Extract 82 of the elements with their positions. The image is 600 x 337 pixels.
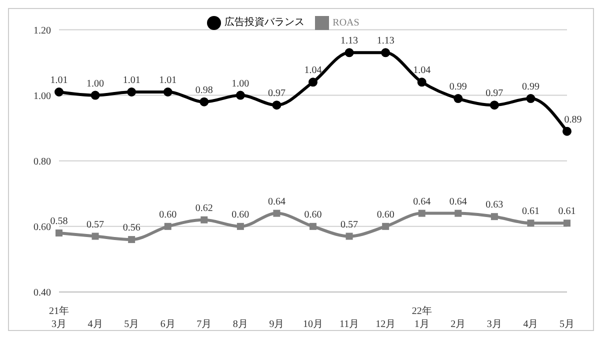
y-tick-label: 1.00 (34, 90, 51, 102)
data-label: 0.99 (449, 82, 467, 93)
x-tick-label: 4月 (523, 319, 538, 330)
point (382, 222, 390, 230)
data-label: 0.89 (564, 114, 582, 126)
point (236, 90, 245, 100)
data-label: 0.97 (486, 88, 504, 100)
data-label: 1.01 (50, 75, 68, 86)
data-label: 0.63 (486, 200, 504, 211)
point (200, 97, 209, 106)
data-label: 0.58 (50, 216, 68, 227)
data-label: 0.61 (558, 206, 576, 218)
x-tick-label: 3月 (486, 319, 502, 330)
data-label: 0.60 (232, 209, 250, 220)
point (164, 222, 172, 230)
point (527, 220, 534, 227)
point (526, 94, 536, 104)
point (236, 222, 244, 230)
point (454, 94, 463, 104)
data-label: 1.00 (232, 78, 250, 90)
point (310, 222, 316, 230)
data-label: 0.57 (340, 219, 358, 230)
x-tick-label: 5月 (124, 319, 140, 330)
data-label: 1.13 (376, 36, 394, 47)
point (128, 236, 136, 244)
point (490, 213, 498, 220)
data-label: 1.01 (122, 75, 140, 86)
point (564, 220, 570, 227)
data-label: 0.99 (522, 82, 540, 93)
data-label: 0.60 (159, 209, 177, 220)
data-label: 0.56 (122, 222, 140, 234)
point (562, 126, 572, 136)
legend-label: ROAS (332, 17, 360, 28)
point (346, 232, 353, 240)
data-label: 0.61 (522, 206, 540, 218)
y-tick-label: 1.20 (34, 25, 51, 36)
point (417, 78, 426, 87)
x-tick-label: 8月 (232, 319, 248, 330)
x-tick-label: 5月 (560, 319, 574, 330)
x-tick-label: 9月 (269, 319, 284, 330)
point (272, 100, 282, 110)
data-label: 1.01 (159, 75, 177, 86)
y-tick-label: 0.60 (34, 222, 51, 233)
point (163, 88, 172, 96)
x-tick-label: 4月 (88, 319, 103, 330)
x-tick-label: 7月 (196, 319, 212, 330)
x-tick-label: 2月 (450, 319, 466, 330)
data-label: 0.98 (195, 84, 213, 96)
point (418, 210, 426, 217)
x-tick-label: 10月 (303, 319, 323, 330)
point (90, 90, 100, 100)
data-label: 1.04 (413, 65, 431, 76)
data-label: 0.60 (376, 209, 394, 220)
legend-label: 広告投資バランス (224, 17, 305, 28)
point (381, 48, 390, 58)
data-label: 0.57 (86, 219, 104, 230)
x-tick-label: 12月 (376, 319, 396, 330)
point (490, 100, 499, 110)
data-label: 0.64 (413, 196, 431, 208)
point (308, 78, 318, 87)
x-tick-label: 11月 (339, 319, 360, 330)
x-tick-label: 21年 3月 (49, 305, 69, 330)
point (127, 88, 136, 96)
x-tick-label: 22年 1月 (412, 305, 432, 330)
point (92, 232, 99, 240)
data-label: 1.13 (340, 36, 358, 47)
point (344, 48, 354, 58)
point (56, 229, 62, 236)
x-tick-label: 6月 (160, 319, 176, 330)
data-label: 1.04 (304, 65, 322, 76)
point (273, 210, 280, 217)
data-label: 0.62 (195, 202, 213, 214)
data-label: 0.60 (304, 209, 322, 220)
point (54, 88, 64, 96)
data-label: 0.64 (268, 196, 286, 208)
point (454, 210, 462, 217)
data-label: 1.00 (86, 78, 104, 90)
data-label: 0.97 (268, 88, 286, 100)
point (200, 216, 208, 224)
data-label: 0.64 (449, 196, 467, 208)
y-tick-label: 0.40 (34, 288, 51, 299)
y-tick-label: 0.80 (34, 156, 51, 168)
